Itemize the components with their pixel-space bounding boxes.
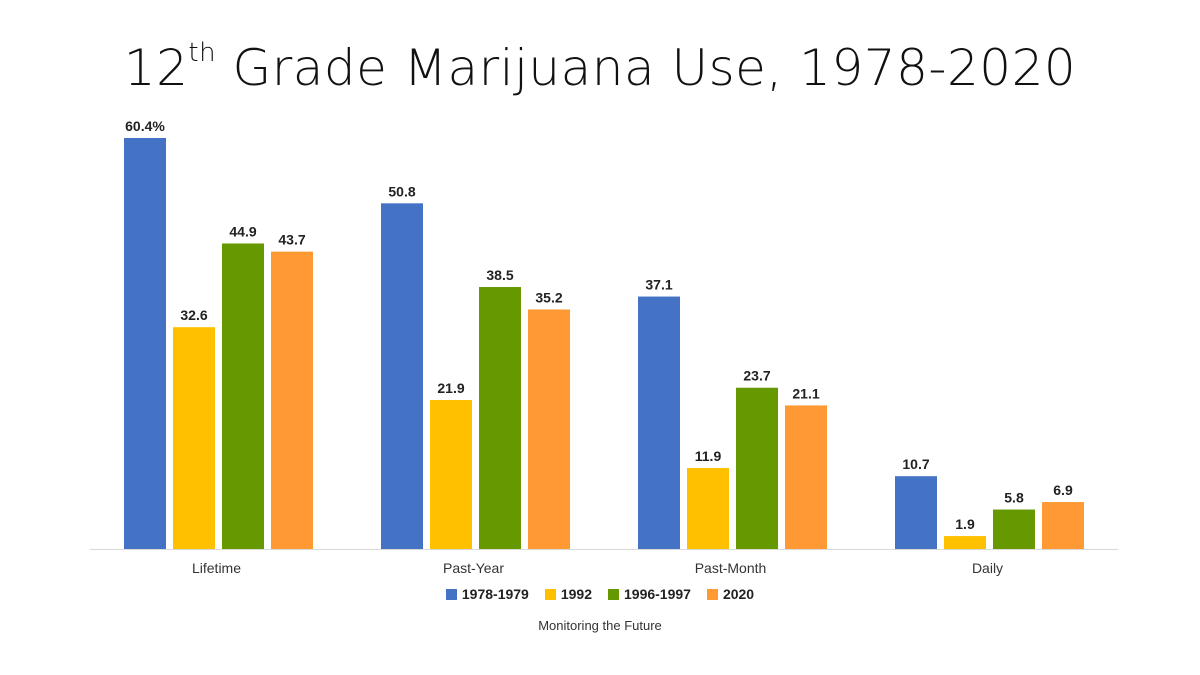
chart-title-number: 12 <box>123 39 189 97</box>
bar-daily-1992 <box>944 536 986 549</box>
x-tick-label-past-month: Past-Month <box>695 560 767 576</box>
x-tick-label-past-year: Past-Year <box>443 560 504 576</box>
bar-daily-1978-1979 <box>895 476 937 549</box>
data-label-daily-1978-1979: 10.7 <box>902 456 929 472</box>
data-label-past-year-2020: 35.2 <box>535 289 562 305</box>
data-label-past-month-1978-1979: 37.1 <box>645 277 672 293</box>
bar-past-month-1978-1979 <box>638 296 680 549</box>
x-tick-label-lifetime: Lifetime <box>192 560 241 576</box>
data-label-past-year-1992: 21.9 <box>437 380 464 396</box>
bar-past-month-2020 <box>785 405 827 549</box>
legend-item-1978-1979: 1978-1979 <box>445 586 529 602</box>
legend-label-1978-1979: 1978-1979 <box>461 586 529 602</box>
data-label-daily-2020: 6.9 <box>1053 482 1073 498</box>
data-label-lifetime-1992: 32.6 <box>180 307 207 323</box>
data-label-lifetime-1996-1997: 44.9 <box>229 223 256 239</box>
bar-past-month-1992 <box>687 468 729 549</box>
data-label-past-year-1978-1979: 50.8 <box>388 183 415 199</box>
legend-label-2020: 2020 <box>722 586 755 602</box>
legend-item-2020: 2020 <box>706 586 755 602</box>
chart-legend: 1978-1979 1992 1996-1997 2020 <box>0 586 1200 602</box>
x-tick-label-daily: Daily <box>972 560 1003 576</box>
data-label-lifetime-2020: 43.7 <box>278 232 305 248</box>
legend-swatch-1978-1979 <box>445 588 457 600</box>
legend-swatch-2020 <box>706 588 718 600</box>
bar-lifetime-1992 <box>173 327 215 549</box>
bar-lifetime-1978-1979 <box>124 138 166 549</box>
legend-item-1992: 1992 <box>544 586 592 602</box>
data-label-past-year-1996-1997: 38.5 <box>486 267 513 283</box>
bar-daily-1996-1997 <box>993 509 1035 549</box>
data-label-past-month-1996-1997: 23.7 <box>743 368 770 384</box>
legend-label-1996-1997: 1996-1997 <box>624 586 691 602</box>
legend-swatch-1996-1997 <box>608 588 619 600</box>
chart-title-text: Grade Marijuana Use, 1978-2020 <box>216 39 1077 97</box>
legend-item-1996-1997: 1996-1997 <box>608 586 691 602</box>
legend-swatch-1992 <box>544 588 556 600</box>
bar-lifetime-1996-1997 <box>222 243 264 549</box>
data-label-past-month-1992: 11.9 <box>695 448 722 464</box>
bar-past-year-1996-1997 <box>479 287 521 549</box>
chart-title: 12th Grade Marijuana Use, 1978-2020 <box>0 38 1200 97</box>
legend-label-1992: 1992 <box>560 586 592 602</box>
bar-daily-2020 <box>1042 502 1084 549</box>
bar-past-month-1996-1997 <box>736 387 778 549</box>
bar-past-year-1992 <box>430 399 472 549</box>
data-label-past-month-2020: 21.1 <box>792 385 819 401</box>
source-note: Monitoring the Future <box>538 618 662 633</box>
bar-past-year-1978-1979 <box>381 203 423 549</box>
bar-lifetime-2020 <box>271 251 313 549</box>
data-label-daily-1996-1997: 5.8 <box>1004 490 1024 506</box>
bar-past-year-2020 <box>528 309 570 549</box>
data-label-daily-1992: 1.9 <box>955 516 975 532</box>
data-label-lifetime-1978-1979: 60.4% <box>125 118 165 134</box>
chart-title-superscript: th <box>188 38 217 68</box>
